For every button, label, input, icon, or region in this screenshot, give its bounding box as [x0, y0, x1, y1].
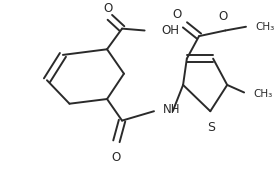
Text: OH: OH: [161, 24, 179, 37]
Text: O: O: [173, 8, 182, 21]
Text: CH₃: CH₃: [253, 89, 273, 99]
Text: O: O: [103, 2, 113, 15]
Text: CH₃: CH₃: [255, 22, 275, 32]
Text: O: O: [112, 151, 121, 164]
Text: NH: NH: [163, 103, 181, 116]
Text: O: O: [219, 10, 228, 23]
Text: S: S: [207, 121, 215, 134]
